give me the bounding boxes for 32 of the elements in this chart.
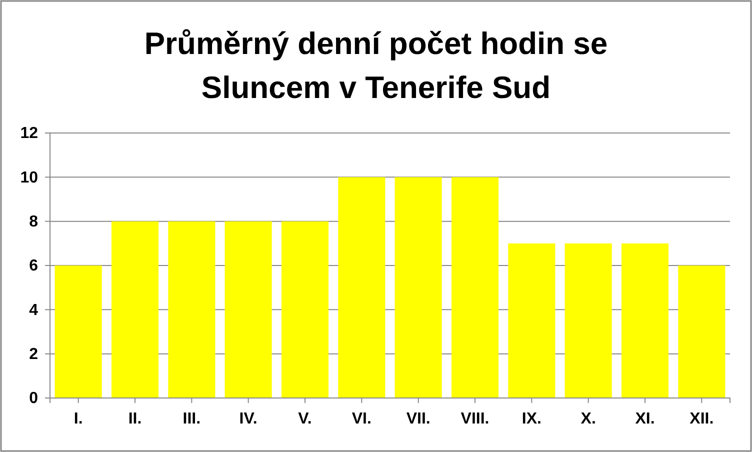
y-tick-label: 6 bbox=[29, 258, 38, 275]
y-tick-label: 10 bbox=[20, 169, 38, 186]
bar bbox=[451, 177, 499, 398]
y-tick-label: 8 bbox=[29, 213, 38, 230]
x-tick-label: VII. bbox=[406, 410, 430, 428]
x-tick-label: VI. bbox=[352, 410, 372, 428]
x-tick-label: III. bbox=[182, 410, 201, 428]
bar bbox=[168, 221, 216, 398]
x-tick-label: I. bbox=[74, 410, 83, 428]
bar bbox=[564, 243, 612, 398]
bar bbox=[338, 177, 386, 398]
y-tick-label: 0 bbox=[29, 390, 38, 408]
bar bbox=[621, 243, 669, 398]
y-tick-label: 4 bbox=[29, 302, 38, 319]
y-tick-label: 2 bbox=[29, 346, 38, 363]
bar bbox=[394, 177, 442, 398]
x-tick-label: V. bbox=[298, 410, 312, 428]
bar bbox=[508, 243, 556, 398]
bar bbox=[678, 266, 726, 398]
x-tick-label: IV. bbox=[239, 410, 258, 428]
x-tick-label: VIII. bbox=[460, 410, 490, 428]
x-tick-label: II. bbox=[128, 410, 142, 428]
bar bbox=[54, 266, 102, 398]
y-tick-label: 12 bbox=[20, 125, 38, 142]
chart-title: Průměrný denní počet hodin se Sluncem v Tenerife Sud bbox=[144, 26, 608, 105]
x-tick-label: XI. bbox=[635, 410, 655, 428]
bar bbox=[281, 221, 329, 398]
bar bbox=[224, 221, 272, 398]
bar bbox=[111, 221, 159, 398]
x-tick-label: X. bbox=[580, 410, 596, 428]
x-tick-label: XII. bbox=[690, 410, 714, 428]
x-tick-label: IX. bbox=[522, 410, 542, 428]
